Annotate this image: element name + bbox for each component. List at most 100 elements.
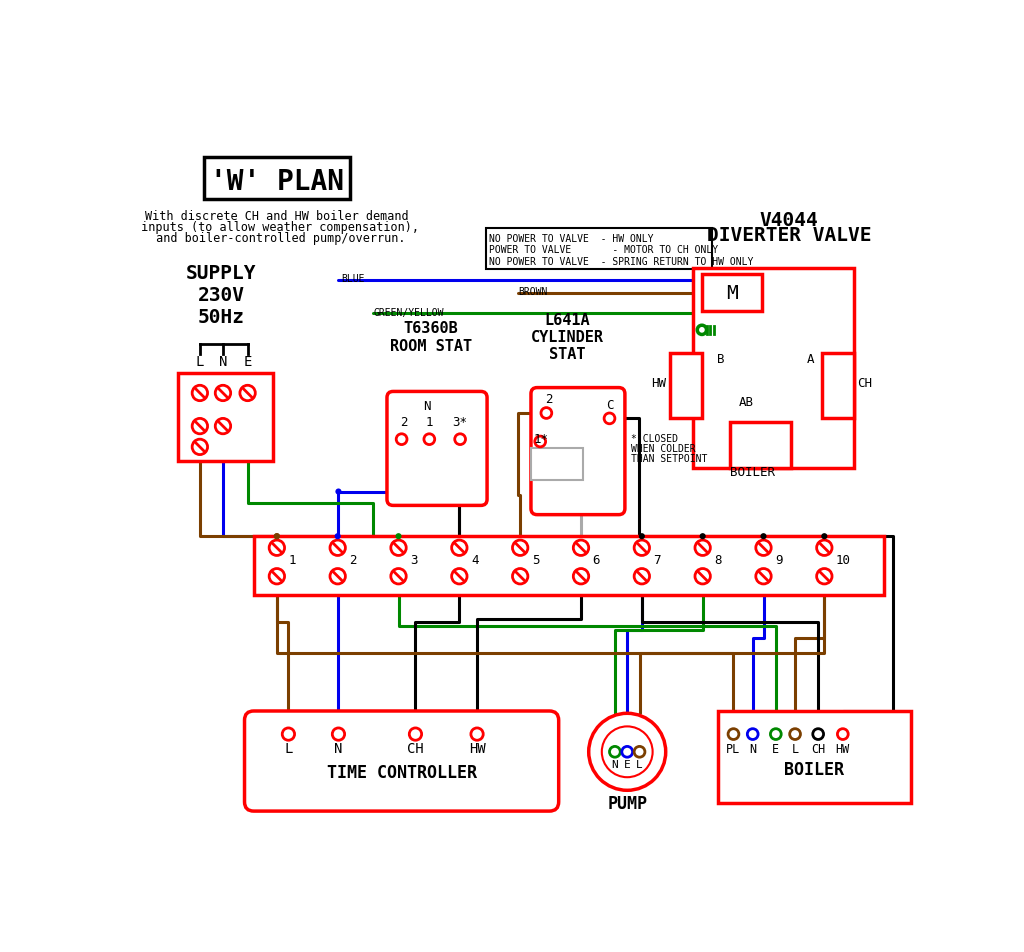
- FancyBboxPatch shape: [245, 711, 559, 811]
- Circle shape: [541, 407, 552, 418]
- Circle shape: [273, 533, 280, 539]
- Circle shape: [790, 728, 801, 740]
- Circle shape: [471, 728, 483, 741]
- Circle shape: [452, 568, 467, 584]
- Bar: [730, 423, 792, 468]
- Circle shape: [395, 533, 401, 539]
- Circle shape: [335, 533, 341, 539]
- Text: PL: PL: [726, 743, 740, 756]
- Circle shape: [283, 728, 295, 741]
- Text: 10: 10: [836, 554, 851, 567]
- Text: AB: AB: [739, 396, 754, 409]
- FancyBboxPatch shape: [387, 391, 487, 506]
- Circle shape: [728, 728, 739, 740]
- Circle shape: [813, 728, 823, 740]
- Circle shape: [695, 540, 711, 555]
- Circle shape: [816, 568, 833, 584]
- Circle shape: [240, 386, 255, 401]
- Bar: [822, 353, 854, 418]
- Circle shape: [604, 413, 614, 424]
- Circle shape: [330, 540, 345, 555]
- Circle shape: [756, 540, 771, 555]
- Circle shape: [269, 568, 285, 584]
- Text: 8: 8: [714, 554, 722, 567]
- Circle shape: [193, 418, 208, 434]
- Text: L: L: [792, 743, 799, 756]
- Circle shape: [634, 746, 645, 757]
- Text: BROWN: BROWN: [518, 288, 547, 297]
- Circle shape: [269, 540, 285, 555]
- Circle shape: [602, 726, 652, 777]
- Text: 4: 4: [471, 554, 478, 567]
- Circle shape: [391, 568, 407, 584]
- Circle shape: [770, 728, 781, 740]
- Bar: [531, 447, 584, 480]
- Circle shape: [699, 533, 706, 539]
- Text: V4044: V4044: [760, 211, 818, 230]
- Circle shape: [634, 568, 649, 584]
- Circle shape: [330, 568, 345, 584]
- Text: CH: CH: [811, 743, 825, 756]
- Text: POWER TO VALVE       - MOTOR TO CH ONLY: POWER TO VALVE - MOTOR TO CH ONLY: [489, 246, 719, 255]
- Circle shape: [193, 386, 208, 401]
- Text: WHEN COLDER: WHEN COLDER: [631, 444, 695, 454]
- Circle shape: [535, 436, 546, 446]
- Text: E: E: [624, 760, 631, 770]
- Text: CH: CH: [408, 743, 424, 757]
- Text: 2: 2: [545, 392, 552, 406]
- Circle shape: [756, 568, 771, 584]
- Circle shape: [512, 540, 528, 555]
- Circle shape: [695, 568, 711, 584]
- Text: 3: 3: [410, 554, 418, 567]
- Circle shape: [391, 540, 407, 555]
- Text: M: M: [726, 284, 738, 303]
- Circle shape: [622, 746, 633, 757]
- Circle shape: [424, 434, 435, 445]
- Circle shape: [215, 386, 230, 401]
- Text: 6: 6: [593, 554, 600, 567]
- Text: HW: HW: [650, 377, 666, 390]
- Circle shape: [336, 488, 342, 495]
- Text: 3*: 3*: [453, 416, 468, 428]
- Text: 7: 7: [653, 554, 660, 567]
- Text: E: E: [772, 743, 779, 756]
- Circle shape: [455, 434, 466, 445]
- Text: inputs (to allow weather compensation),: inputs (to allow weather compensation),: [134, 221, 420, 234]
- Text: HW: HW: [469, 743, 485, 757]
- Text: NO POWER TO VALVE  - HW ONLY: NO POWER TO VALVE - HW ONLY: [489, 233, 654, 244]
- Text: L: L: [636, 760, 643, 770]
- Bar: [204, 156, 350, 199]
- Bar: [486, 228, 712, 269]
- Text: N: N: [423, 401, 431, 413]
- Text: DIVERTER VALVE: DIVERTER VALVE: [707, 227, 871, 246]
- Bar: [701, 273, 762, 310]
- Circle shape: [215, 418, 230, 434]
- Circle shape: [748, 728, 758, 740]
- Circle shape: [634, 540, 649, 555]
- Text: N: N: [750, 743, 757, 756]
- FancyBboxPatch shape: [531, 387, 625, 515]
- Text: NO POWER TO VALVE  - SPRING RETURN TO HW ONLY: NO POWER TO VALVE - SPRING RETURN TO HW …: [489, 257, 754, 267]
- Text: A: A: [807, 352, 814, 366]
- Text: THAN SETPOINT: THAN SETPOINT: [631, 454, 708, 464]
- Bar: [692, 268, 854, 468]
- Text: L: L: [196, 355, 204, 369]
- Text: 'W' PLAN: 'W' PLAN: [210, 168, 344, 196]
- Text: With discrete CH and HW boiler demand: With discrete CH and HW boiler demand: [145, 210, 409, 224]
- Circle shape: [697, 326, 707, 334]
- Text: L641A
CYLINDER
STAT: L641A CYLINDER STAT: [530, 312, 604, 363]
- Circle shape: [573, 568, 589, 584]
- Text: C: C: [606, 399, 613, 412]
- Text: BOILER: BOILER: [730, 466, 775, 479]
- Circle shape: [410, 728, 422, 741]
- Circle shape: [838, 728, 848, 740]
- Text: 1*: 1*: [534, 432, 549, 446]
- Text: 1: 1: [289, 554, 296, 567]
- Bar: [254, 536, 884, 596]
- Circle shape: [452, 540, 467, 555]
- Text: E: E: [244, 355, 252, 369]
- Circle shape: [761, 533, 767, 539]
- Text: 2: 2: [400, 416, 408, 428]
- Text: N: N: [611, 760, 618, 770]
- Text: BLUE: BLUE: [341, 274, 365, 285]
